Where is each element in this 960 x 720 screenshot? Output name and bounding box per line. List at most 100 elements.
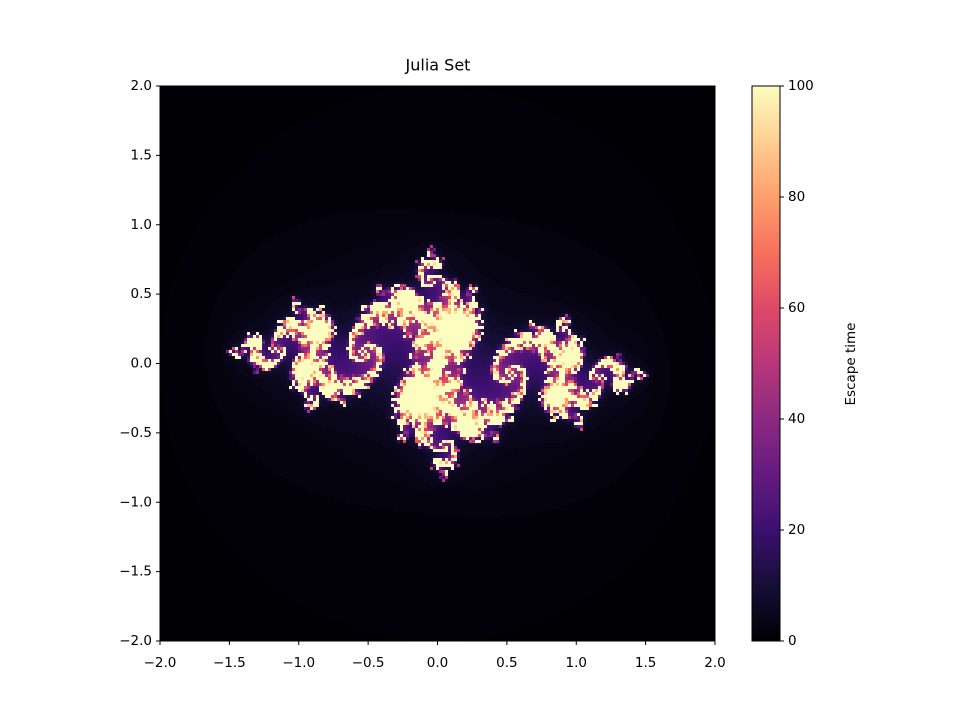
heatmap-cell (541, 428, 557, 432)
heatmap-cell (505, 428, 509, 432)
heatmap-cell (283, 302, 290, 306)
heatmap-cell (643, 377, 647, 381)
heatmap-cell (271, 359, 275, 363)
heatmap-cell (613, 263, 698, 267)
heatmap-cell (385, 293, 389, 297)
heatmap-cell (493, 290, 518, 294)
heatmap-cell (349, 398, 353, 402)
heatmap-cell (457, 458, 461, 462)
heatmap-cell (373, 341, 377, 345)
heatmap-cell (316, 371, 323, 375)
heatmap-cell (313, 386, 320, 390)
heatmap-cell (403, 284, 407, 288)
heatmap-cell (640, 287, 707, 291)
heatmap-cell (373, 92, 503, 96)
heatmap-cell (466, 281, 479, 285)
heatmap-cell (400, 413, 404, 417)
heatmap-cell (385, 320, 389, 324)
heatmap-cell (544, 392, 548, 396)
heatmap-cell (472, 389, 476, 393)
heatmap-cell (400, 410, 407, 414)
heatmap-cell (430, 425, 434, 429)
heatmap-cell (160, 338, 206, 342)
heatmap-cell (331, 347, 335, 351)
heatmap-cell (427, 374, 431, 378)
heatmap-cell (499, 398, 503, 402)
heatmap-cell (412, 341, 416, 345)
heatmap-cell (385, 296, 389, 300)
heatmap-cell (502, 395, 506, 399)
heatmap-cell (370, 329, 374, 333)
heatmap-cell (298, 314, 302, 318)
heatmap-cell (637, 371, 641, 375)
heatmap-cell (382, 374, 395, 378)
heatmap-cell (505, 371, 509, 375)
heatmap-cell (547, 617, 716, 621)
heatmap-cell (664, 521, 716, 525)
heatmap-cell (484, 464, 545, 468)
heatmap-cell (547, 419, 551, 423)
heatmap-cell (331, 317, 335, 321)
heatmap-cell (427, 413, 431, 417)
heatmap-cell (319, 308, 323, 312)
heatmap-cell (583, 329, 587, 333)
heatmap-cell (469, 398, 473, 402)
heatmap-cell (565, 323, 569, 327)
heatmap-cell (412, 356, 416, 360)
x-tick-label: −1.0 (282, 655, 315, 671)
heatmap-cell (250, 347, 254, 351)
heatmap-cell (379, 353, 383, 357)
heatmap-cell (364, 467, 410, 471)
heatmap-cell (442, 455, 446, 459)
heatmap-cell (571, 389, 575, 393)
heatmap-cell (394, 386, 398, 390)
heatmap-cell (601, 326, 629, 330)
heatmap-cell (400, 374, 404, 378)
heatmap-cell (553, 416, 557, 420)
heatmap-cell (589, 413, 596, 417)
heatmap-cell (505, 413, 509, 417)
heatmap-cell (568, 503, 677, 507)
heatmap-cell (643, 176, 716, 180)
heatmap-cell (325, 494, 590, 498)
heatmap-cell (385, 404, 389, 408)
heatmap-cell (181, 254, 251, 258)
heatmap-cell (538, 410, 542, 414)
heatmap-cell (601, 368, 605, 372)
heatmap-cell (313, 410, 317, 414)
heatmap-cell (241, 167, 635, 171)
heatmap-cell (466, 377, 470, 381)
heatmap-cell (550, 422, 554, 426)
heatmap-cell (517, 335, 521, 339)
heatmap-cell (547, 365, 551, 369)
heatmap-cell (574, 296, 647, 300)
heatmap-cell (262, 368, 266, 372)
heatmap-cell (268, 359, 272, 363)
heatmap-cell (301, 485, 407, 489)
heatmap-cell (529, 398, 539, 402)
heatmap-cell (547, 374, 551, 378)
heatmap-cell (538, 326, 542, 330)
heatmap-cell (556, 407, 560, 411)
heatmap-cell (430, 449, 434, 453)
heatmap-cell (235, 173, 641, 177)
heatmap-cell (454, 281, 458, 285)
heatmap-cell (496, 395, 500, 399)
heatmap-cell (352, 401, 359, 405)
heatmap-cell (427, 284, 431, 288)
heatmap-cell (634, 281, 704, 285)
heatmap-cell (364, 371, 368, 375)
heatmap-cell (397, 392, 401, 396)
heatmap-cell (625, 362, 629, 366)
heatmap-cell (340, 395, 344, 399)
heatmap-cell (544, 368, 548, 372)
heatmap-cell (427, 434, 431, 438)
heatmap-cell (295, 350, 299, 354)
heatmap-cell (340, 329, 350, 333)
heatmap-cell (622, 425, 659, 429)
heatmap-cell (445, 353, 449, 357)
heatmap-cell (361, 314, 377, 318)
heatmap-cell (703, 281, 716, 285)
heatmap-cell (370, 359, 374, 363)
heatmap-cell (433, 257, 437, 261)
